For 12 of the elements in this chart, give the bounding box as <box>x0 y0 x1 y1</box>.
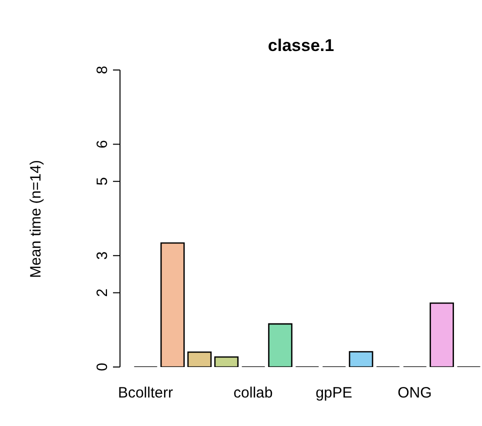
y-tick-label: 0 <box>94 362 111 372</box>
y-tick-label: 8 <box>94 66 111 74</box>
x-tick-label: Bcollterr <box>118 384 173 402</box>
y-axis-title: Mean time (n=14) <box>28 160 44 278</box>
chart-title: classe.1 <box>266 36 336 56</box>
y-tick-label: 6 <box>94 140 111 148</box>
x-tick-label: gpPE <box>316 384 352 402</box>
y-tick-label: 2 <box>94 288 111 297</box>
y-tick-label: 3 <box>94 251 111 260</box>
x-tick-label: ONG <box>398 384 432 402</box>
x-tick-label: collab <box>234 384 273 402</box>
y-tick-label: 5 <box>94 177 111 186</box>
